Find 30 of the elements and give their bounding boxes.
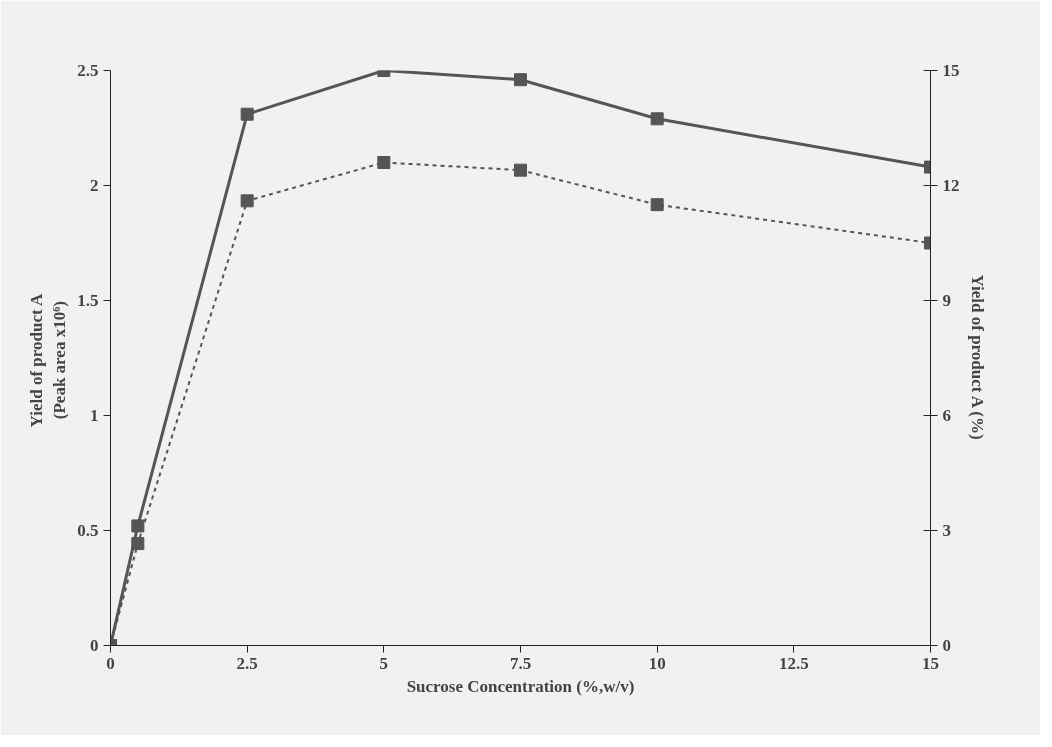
x-tick-label: 15 [922,653,939,673]
point [240,194,254,208]
y-tick-label: 0.5 [77,521,99,540]
y-tick-label: 2.5 [77,61,99,80]
x-tick-label: 0 [106,653,115,673]
y2-tick-label: 3 [942,521,951,540]
point [650,198,664,212]
y2-tick-label: 15 [942,61,960,80]
point [131,519,145,533]
y-axis-title: Yield of product A (Peak area x10⁶) [27,293,70,428]
point [377,156,391,169]
x-tick-label: 12.5 [778,653,809,673]
y2-tick-label: 6 [942,406,951,425]
point [240,107,254,121]
y2-axis-title: Yield of product A (%) [967,274,987,440]
y-tick-label: 1.5 [77,291,99,310]
y2-tick-label: 9 [942,291,951,310]
point [514,163,527,177]
y2-tick-label: 0 [942,636,951,655]
y-tick-label: 0 [90,636,99,655]
x-tick-label: 5 [379,653,389,673]
x-tick-label: 2.5 [236,653,258,673]
x-axis-title: Sucrose Concentration (%,w/v) [406,676,635,696]
x-tick-label: 7.5 [509,653,532,673]
point [650,112,664,126]
y-tick-label: 1 [90,406,99,425]
point [514,73,527,87]
x-tick-label: 10 [648,653,666,673]
y2-tick-label: 12 [942,176,960,195]
y-tick-label: 2 [90,176,99,195]
